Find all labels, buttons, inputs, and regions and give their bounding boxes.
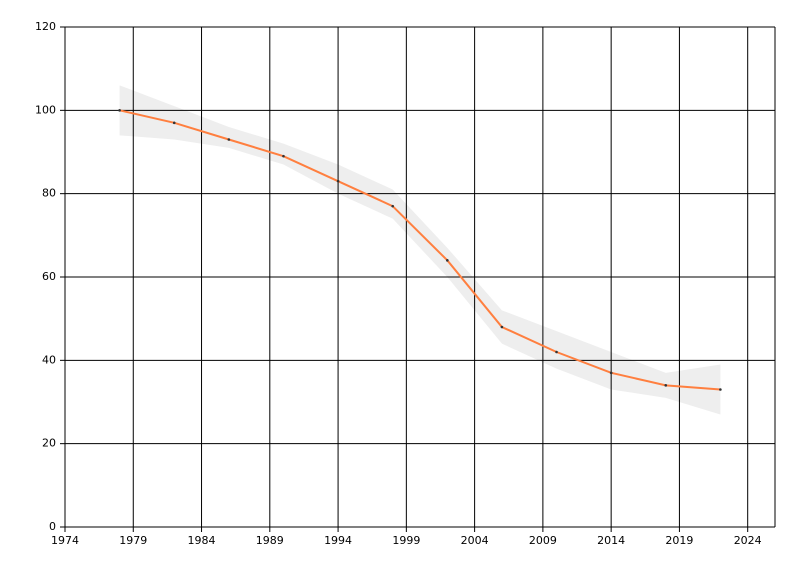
point (446, 259, 449, 262)
point (336, 179, 340, 183)
point (664, 384, 668, 387)
point (282, 154, 285, 158)
point (118, 109, 121, 112)
x-tick-label: 2014 (597, 534, 625, 547)
y-tick-label: 120 (35, 20, 56, 33)
y-tick-label: 0 (49, 520, 56, 533)
y-tick-label: 20 (42, 437, 56, 450)
x-tick-label: 1984 (188, 534, 216, 547)
x-tick-label: 1979 (119, 534, 147, 547)
point (227, 138, 231, 141)
point (391, 204, 394, 208)
confidence-band (119, 85, 721, 415)
x-tick-label: 1994 (324, 534, 352, 547)
point (555, 350, 558, 354)
y-tick-label: 40 (42, 353, 56, 366)
y-tick-label: 60 (42, 270, 56, 283)
point (172, 121, 176, 125)
y-tick-label: 100 (35, 103, 56, 116)
y-tick-label: 80 (42, 187, 56, 200)
x-tick-label: 1989 (256, 534, 284, 547)
line (119, 109, 721, 391)
point (719, 388, 722, 391)
x-tick-label: 2024 (734, 534, 762, 547)
x-tick-label: 2009 (529, 534, 557, 547)
x-tick-label: 2019 (665, 534, 693, 547)
x-tick-label: 1999 (392, 534, 420, 547)
point (609, 371, 613, 375)
point (500, 325, 504, 329)
x-tick-label: 1974 (51, 534, 79, 547)
x-tick-label: 2004 (461, 534, 489, 547)
